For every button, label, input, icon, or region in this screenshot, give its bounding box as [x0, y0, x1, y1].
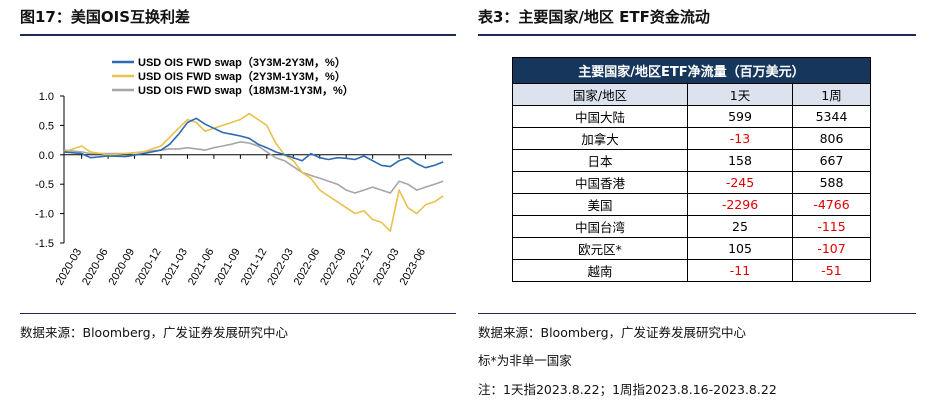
y-tick-label: 0.5	[39, 120, 54, 132]
row-day-cell: -11	[687, 259, 793, 282]
series-line	[63, 141, 444, 194]
chart-series	[63, 112, 444, 232]
legend-label: USD OIS FWD swap（3Y3M-2Y3M，%）	[138, 56, 346, 69]
row-week-cell: 5344	[792, 105, 871, 128]
row-day-cell: -13	[687, 127, 793, 150]
y-tick-label: -1.0	[35, 209, 54, 221]
legend-label: USD OIS FWD swap（2Y3M-1Y3M，%）	[138, 70, 346, 83]
table-row: 欧元区* 105 -107	[512, 237, 871, 260]
row-week-cell: -51	[792, 259, 871, 282]
row-region-cell: 美国	[512, 193, 688, 216]
chart-legend: USD OIS FWD swap（3Y3M-2Y3M，%）USD OIS FWD…	[112, 56, 354, 97]
row-day-cell: -245	[687, 171, 793, 194]
column-header-region: 国家/地区	[512, 83, 688, 106]
table-row: 越南 -11 -51	[512, 259, 871, 282]
table-row: 中国香港 -245 588	[512, 171, 871, 194]
table-caption: 主要国家/地区ETF净流量（百万美元）	[512, 57, 871, 84]
y-tick-label: -1.5	[35, 238, 54, 250]
row-region-cell: 欧元区*	[512, 237, 688, 260]
row-week-cell: -107	[792, 237, 871, 260]
y-tick-label: -0.5	[35, 179, 54, 191]
row-region-cell: 日本	[512, 149, 688, 172]
row-week-cell: 588	[792, 171, 871, 194]
table-row: 中国大陆 599 5344	[512, 105, 871, 128]
row-region-cell: 中国台湾	[512, 215, 688, 238]
series-line	[63, 112, 444, 232]
title-divider	[20, 34, 456, 36]
row-day-cell: 158	[687, 149, 793, 172]
ois-swap-chart: USD OIS FWD swap（3Y3M-2Y3M，%）USD OIS FWD…	[35, 56, 452, 287]
row-week-cell: -4766	[792, 193, 871, 216]
chart-axes: 1.00.50.0-0.5-1.0-1.52020-032020-062020-…	[35, 91, 452, 287]
table-body: 中国大陆 599 5344 加拿大 -13 806 日本 158 667 中国香港 -245 588 美…	[512, 105, 871, 282]
column-header-week: 1周	[792, 83, 871, 106]
table-title: 表3：主要国家/地区 ETF资金流动	[478, 8, 710, 26]
row-region-cell: 中国大陆	[512, 105, 688, 128]
chart-source: 数据来源：Bloomberg，广发证券发展研究中心	[20, 325, 288, 340]
row-region-cell: 中国香港	[512, 171, 688, 194]
table-row: 加拿大 -13 806	[512, 127, 871, 150]
row-week-cell: -115	[792, 215, 871, 238]
table-source: 数据来源：Bloomberg，广发证券发展研究中心	[478, 325, 746, 340]
row-week-cell: 667	[792, 149, 871, 172]
row-day-cell: 599	[687, 105, 793, 128]
y-tick-label: 0.0	[39, 150, 54, 162]
column-header-day: 1天	[687, 83, 793, 106]
row-day-cell: -2296	[687, 193, 793, 216]
row-week-cell: 806	[792, 127, 871, 150]
legend-label: USD OIS FWD swap（18M3M-1Y3M，%）	[138, 84, 354, 97]
table-row: 中国台湾 25 -115	[512, 215, 871, 238]
row-region-cell: 越南	[512, 259, 688, 282]
table-row: 美国 -2296 -4766	[512, 193, 871, 216]
etf-flow-table: 主要国家/地区ETF净流量（百万美元） 国家/地区 1天 1周 中国大陆 599 5…	[512, 57, 871, 282]
table-row: 日本 158 667	[512, 149, 871, 172]
row-day-cell: 105	[687, 237, 793, 260]
table-bottom-divider	[478, 313, 916, 314]
table-note-asterisk: 标*为非单一国家	[478, 353, 572, 368]
series-line	[63, 117, 444, 169]
chart-title: 图17：美国OIS互换利差	[20, 8, 191, 26]
x-tick-label: 2023-06	[398, 247, 429, 288]
row-region-cell: 加拿大	[512, 127, 688, 150]
chart-bottom-divider	[20, 313, 456, 314]
table-note-periods: 注：1天指2023.8.22；1周指2023.8.16-2023.8.22	[478, 382, 777, 397]
table-title-divider	[478, 34, 916, 36]
row-day-cell: 25	[687, 215, 793, 238]
y-tick-label: 1.0	[39, 91, 54, 103]
